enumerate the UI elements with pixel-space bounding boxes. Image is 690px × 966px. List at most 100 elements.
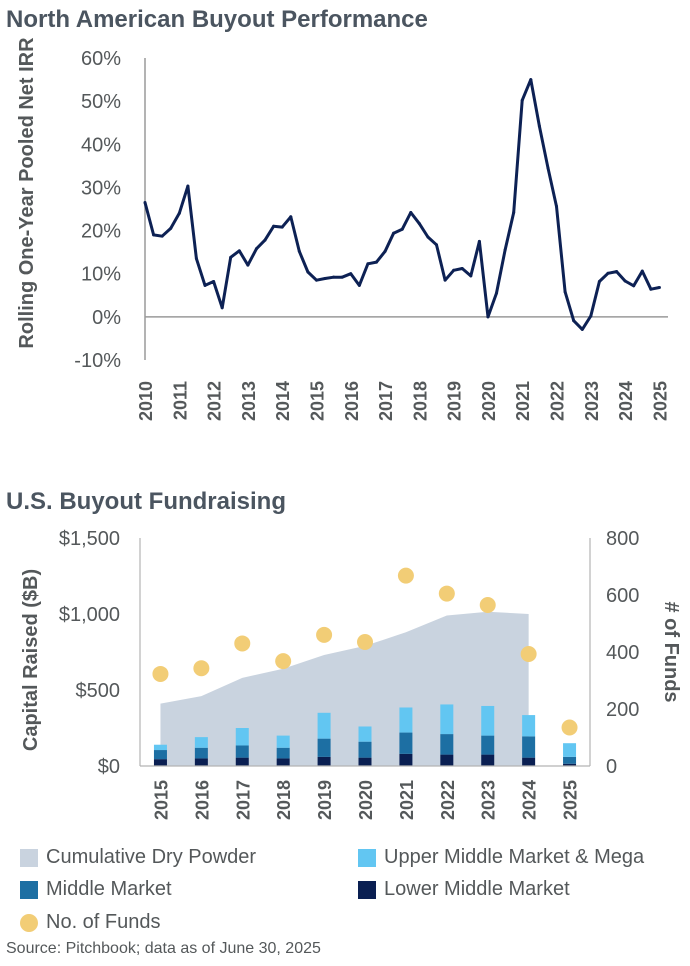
irr-point [186, 184, 190, 188]
irr-point [417, 222, 421, 226]
upper-middle-market-mega-bar [481, 705, 495, 736]
upper-middle-market-mega-bar [235, 728, 249, 746]
irr-point [435, 243, 439, 247]
middle-market-bar [317, 738, 331, 757]
upper-middle-market-mega-bar [358, 726, 372, 742]
x-tick-label: 2015 [151, 780, 171, 820]
irr-point [469, 274, 473, 278]
irr-point [520, 98, 524, 102]
irr-point [289, 215, 293, 219]
irr-point [212, 279, 216, 283]
performance-y-axis-label: Rolling One-Year Pooled Net IRR [16, 37, 38, 349]
performance-chart: -10%0%10%20%30%40%50%60% 2010 2011 2012 201… [16, 37, 670, 421]
fund-count-dot [561, 719, 578, 736]
irr-point [229, 255, 233, 259]
y-tick-label: 20% [81, 221, 121, 243]
irr-point [555, 204, 559, 208]
fund-count-dot [193, 660, 210, 677]
upper-middle-market-mega-bar [317, 712, 331, 739]
x-tick-label: 2021 [397, 780, 417, 820]
y-tick-label: 60% [81, 48, 121, 70]
legend-label: No. of Funds [46, 911, 161, 933]
lower-middle-market-bar [481, 754, 495, 766]
y-tick-label: 50% [81, 91, 121, 113]
irr-point [486, 315, 490, 319]
fund-count-dot [234, 635, 251, 652]
irr-point [640, 269, 644, 273]
irr-point [306, 270, 310, 274]
irr-point [409, 210, 413, 214]
irr-point [452, 268, 456, 272]
dry-powder-area-group [160, 611, 529, 766]
irr-point [160, 234, 164, 238]
fund-count-dot [520, 645, 537, 662]
legend-label: Cumulative Dry Powder [46, 846, 257, 868]
irr-point [340, 275, 344, 279]
irr-points [143, 78, 661, 331]
irr-point [657, 286, 661, 290]
legend-item-dry-powder: Cumulative Dry Powder [20, 846, 256, 869]
x-tick-label: 2022 [438, 780, 458, 820]
middle-market-bar [399, 732, 413, 754]
irr-point [246, 263, 250, 267]
fundraising-y-tick-labels: $0 $500 $1,000 $1,500 [59, 528, 120, 778]
fund-count-dot [479, 596, 496, 613]
performance-y-tick-labels: -10% 0% 10% 20% 30% 40% 50% 60% [74, 48, 121, 372]
irr-point [512, 210, 516, 214]
legend-item-fund-count: No. of Funds [20, 911, 161, 934]
fundraising-axes [139, 538, 591, 767]
irr-line [143, 78, 660, 331]
upper-middle-market-mega-bar [522, 715, 536, 737]
irr-point [357, 283, 361, 287]
fund-count-dot [316, 626, 333, 643]
source-note: Source: Pitchbook; data as of June 30, 2… [6, 940, 321, 957]
y-tick-label: $0 [98, 756, 120, 778]
fund-count-dot [357, 634, 373, 651]
y-tick-label: 10% [81, 264, 121, 286]
x-tick-label: 2014 [273, 381, 293, 421]
irr-point [169, 226, 173, 230]
y-tick-label: $1,500 [59, 528, 120, 550]
y-tick-label: $1,000 [59, 604, 120, 626]
irr-point [374, 260, 378, 264]
upper-middle-market-mega-bar [194, 737, 208, 748]
x-tick-label: 2015 [307, 381, 327, 421]
middle-market-bar [358, 741, 372, 758]
performance-axes [144, 58, 668, 360]
legend-label: Middle Market [46, 878, 172, 900]
x-tick-label: 2012 [205, 381, 225, 421]
irr-point [152, 233, 156, 237]
legend-item-upper-middle-market: Upper Middle Market & Mega [358, 846, 644, 869]
irr-point [143, 201, 147, 205]
fundraising-x-tick-labels: 2015 2016 2017 2018 2019 2020 2021 2022 2023 2024… [151, 780, 580, 820]
y2-tick-label: 800 [606, 528, 639, 550]
y-tick-label: 40% [81, 134, 121, 156]
x-tick-label: 2022 [548, 381, 568, 421]
x-tick-label: 2010 [136, 381, 156, 421]
lower-middle-market-bar [522, 757, 536, 766]
y2-tick-label: 400 [606, 642, 639, 664]
performance-x-tick-labels: 2010 2011 2012 2013 2014 2015 2016 2017 2018 2019… [136, 381, 670, 421]
irr-point [649, 287, 653, 291]
irr-point [537, 124, 541, 128]
fundraising-y2-tick-labels: 0 200 400 600 800 [606, 528, 639, 778]
middle-market-bar [276, 747, 290, 759]
irr-point [477, 239, 481, 243]
irr-point [400, 227, 404, 231]
irr-point [280, 225, 284, 229]
irr-point [460, 267, 464, 271]
irr-point [623, 279, 627, 283]
legend-item-middle-market: Middle Market [20, 878, 172, 901]
y-tick-label: $500 [76, 680, 121, 702]
irr-point [443, 278, 447, 282]
irr-point [563, 290, 567, 294]
x-tick-label: 2023 [479, 780, 499, 820]
lower-middle-market-bar [358, 757, 372, 766]
y-tick-label: 30% [81, 177, 121, 199]
x-tick-label: 2011 [170, 381, 190, 420]
irr-point [272, 224, 276, 228]
irr-point [546, 166, 550, 170]
dry-powder-area [160, 611, 529, 766]
upper-middle-market-mega-bar [563, 743, 577, 757]
x-tick-label: 2024 [520, 780, 540, 820]
